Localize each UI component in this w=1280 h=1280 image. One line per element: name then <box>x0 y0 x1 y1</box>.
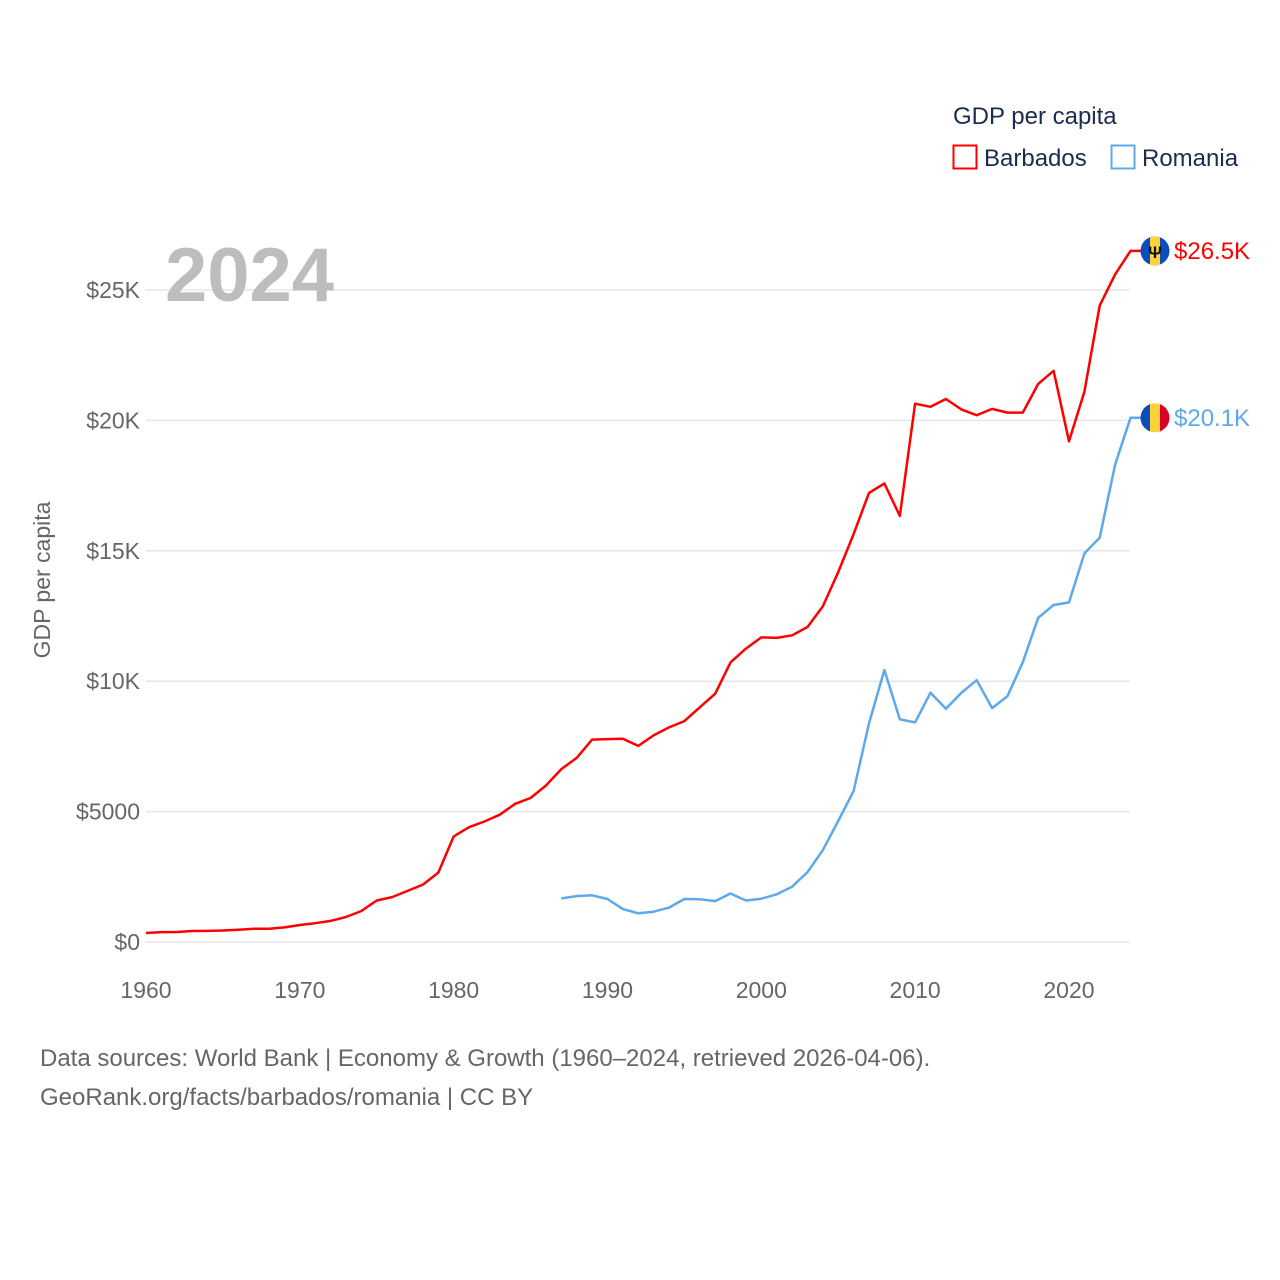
legend: GDP per capita Barbados Romania <box>952 103 1239 172</box>
legend-title: GDP per capita <box>953 103 1117 130</box>
year-watermark: 2024 <box>165 233 334 318</box>
legend-label-romania: Romania <box>1142 145 1239 172</box>
y-tick-label: $10K <box>86 668 140 694</box>
footer-sources: Data sources: World Bank | Economy & Gro… <box>40 1045 931 1072</box>
x-tick-label: 1970 <box>274 977 325 1003</box>
barbados-flag-icon: Ψ <box>1140 236 1170 266</box>
x-axis: 1960 1970 1980 1990 2000 2010 2020 <box>120 977 1094 1003</box>
footer-attribution[interactable]: GeoRank.org/facts/barbados/romania | CC … <box>40 1084 534 1111</box>
legend-item-barbados[interactable]: Barbados <box>952 144 1087 172</box>
legend-swatch-barbados <box>952 144 978 170</box>
x-tick-label: 2010 <box>890 977 941 1003</box>
y-tick-label: $0 <box>114 929 140 955</box>
series-lines <box>145 249 1141 935</box>
series-line-barbados <box>145 249 1141 935</box>
y-tick-label: $20K <box>86 407 140 433</box>
y-axis: $0 $5000 $10K $15K $20K $25K <box>76 277 141 955</box>
y-tick-label: $25K <box>86 277 140 303</box>
y-tick-label: $5000 <box>76 799 140 825</box>
series-line-romania <box>561 416 1141 915</box>
svg-text:Ψ: Ψ <box>1148 243 1162 262</box>
x-tick-label: 2020 <box>1043 977 1094 1003</box>
series-end-labels: Ψ $26.5K $20.1K <box>1140 236 1250 433</box>
legend-swatch-romania <box>1110 144 1136 170</box>
x-tick-label: 1960 <box>120 977 171 1003</box>
legend-item-romania[interactable]: Romania <box>1110 144 1239 172</box>
x-tick-label: 2000 <box>736 977 787 1003</box>
y-axis-title: GDP per capita <box>29 501 55 658</box>
x-tick-label: 1990 <box>582 977 633 1003</box>
end-label-romania: $20.1K <box>1174 405 1250 432</box>
romania-flag-icon <box>1140 403 1170 433</box>
gridlines <box>146 289 1130 943</box>
legend-label-barbados: Barbados <box>984 145 1087 172</box>
y-tick-label: $15K <box>86 538 140 564</box>
end-label-barbados: $26.5K <box>1174 238 1250 265</box>
x-tick-label: 1980 <box>428 977 479 1003</box>
